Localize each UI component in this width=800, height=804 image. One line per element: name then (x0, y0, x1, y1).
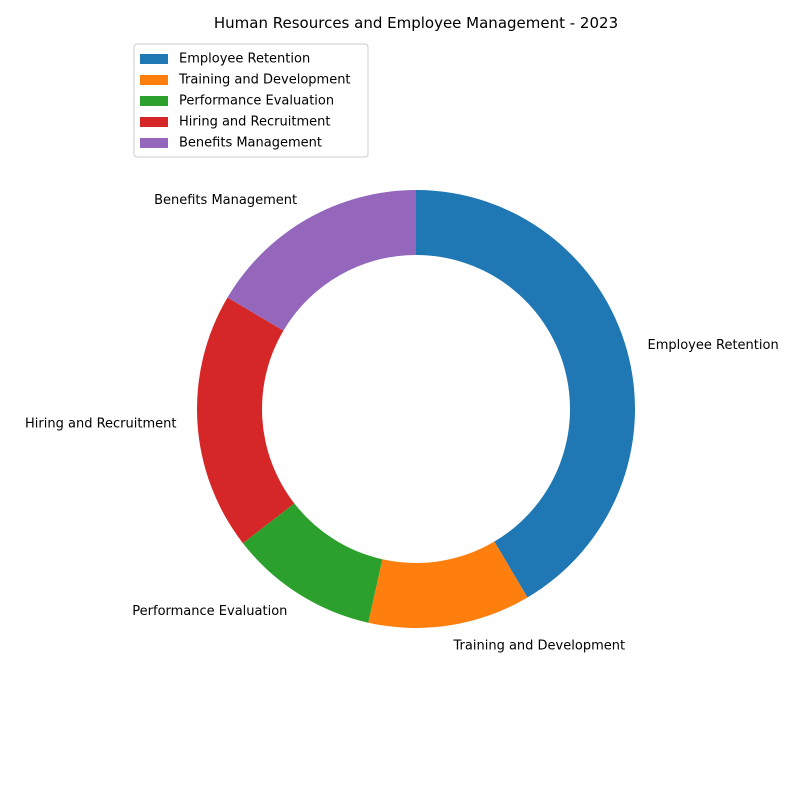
slice-training-and-development (368, 541, 528, 628)
slice-label-hiring-and-recruitment: Hiring and Recruitment (25, 417, 176, 432)
slice-performance-evaluation (242, 503, 383, 623)
legend-swatch-performance-evaluation (140, 96, 168, 106)
chart-title: Human Resources and Employee Management … (214, 14, 618, 32)
legend-label-training-and-development: Training and Development (178, 73, 351, 88)
slice-labels: Employee Retention Training and Developme… (25, 193, 779, 654)
slice-employee-retention (416, 190, 635, 598)
legend-swatch-benefits-management (140, 138, 168, 148)
legend-label-benefits-management: Benefits Management (179, 136, 322, 151)
legend-label-employee-retention: Employee Retention (179, 52, 310, 67)
legend: Employee Retention Training and Developme… (133, 43, 369, 158)
slice-label-training-and-development: Training and Development (453, 639, 626, 654)
legend-label-hiring-and-recruitment: Hiring and Recruitment (179, 115, 330, 130)
slice-label-benefits-management: Benefits Management (154, 193, 297, 208)
legend-swatch-employee-retention (140, 54, 168, 64)
donut-slices (197, 190, 635, 628)
slice-label-employee-retention: Employee Retention (647, 338, 778, 353)
legend-swatch-training-and-development (140, 75, 168, 85)
legend-frame (133, 43, 369, 158)
legend-swatch-hiring-and-recruitment (140, 117, 168, 127)
slice-hiring-and-recruitment (197, 297, 295, 544)
slice-label-performance-evaluation: Performance Evaluation (132, 604, 287, 619)
slice-benefits-management (227, 190, 416, 331)
legend-label-performance-evaluation: Performance Evaluation (179, 94, 334, 109)
